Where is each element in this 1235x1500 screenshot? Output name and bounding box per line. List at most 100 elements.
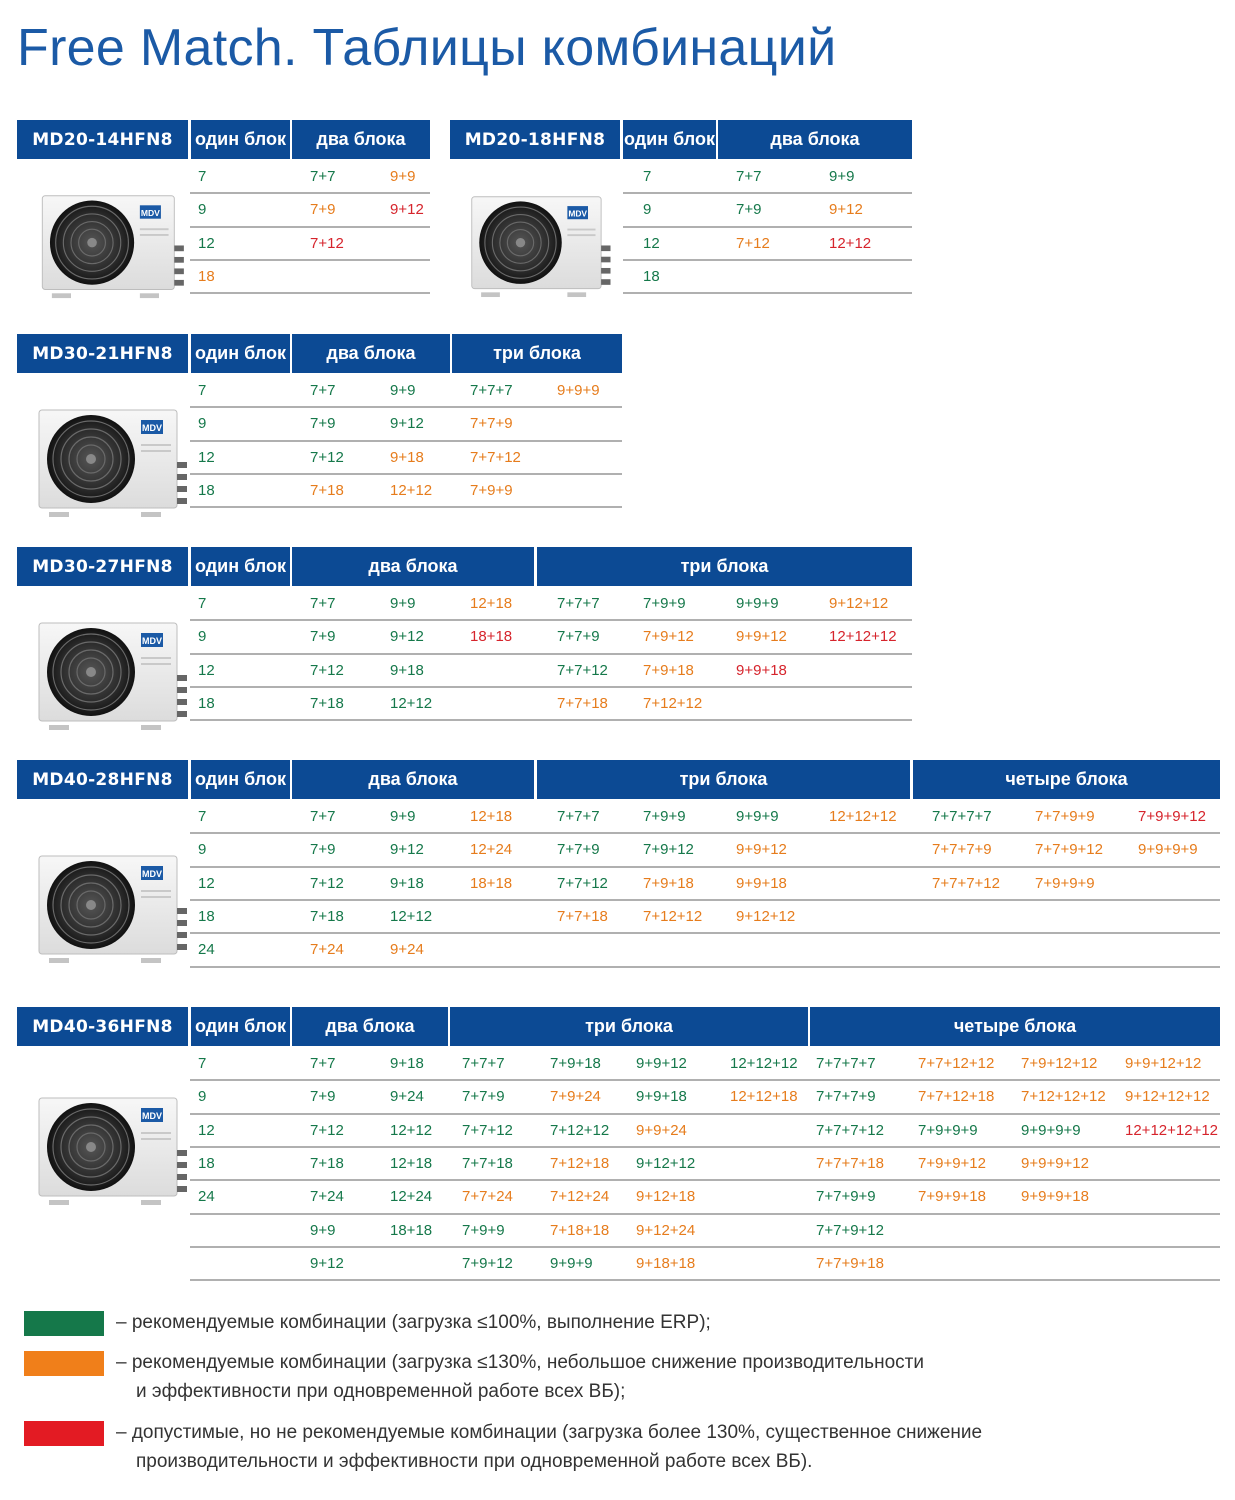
combination-cell: 9+9 [390, 168, 416, 185]
combination-cell: 12 [643, 234, 660, 252]
row-divider [190, 1079, 1220, 1082]
legend-text: производительности и эффективности при о… [136, 1451, 813, 1472]
combination-cell: 7+7+7+12 [816, 1121, 884, 1139]
combination-cell: 12+12 [390, 694, 433, 712]
combination-cell: 9+12 [390, 841, 424, 859]
combination-cell: 9+9+12 [636, 1055, 687, 1072]
combination-cell: 7+9 [310, 1088, 336, 1106]
row-divider [190, 865, 1220, 868]
column-group-header: два блока [718, 120, 912, 159]
combination-cell: 7+7 [310, 808, 336, 825]
column-group-header: два блока [292, 120, 430, 159]
model-header: MD40-36HFN8 [17, 1007, 188, 1046]
combination-cell: 7+7+24 [462, 1188, 513, 1206]
combination-cell: 7+9 [310, 201, 336, 219]
combo-table-md30-21hfn8: MD30-21HFN8 один блок два блока три блока M… [17, 334, 622, 517]
row-divider [623, 258, 912, 261]
combination-cell: 12+24 [390, 1188, 433, 1206]
combination-cell: 7+18 [310, 1154, 344, 1172]
combination-cell: 7+7+7 [470, 382, 513, 399]
combination-cell: 7+12+18 [550, 1154, 610, 1172]
combination-cell: 9+9+9 [736, 808, 779, 825]
legend-text: – допустимые, но не рекомендуемые комбин… [116, 1422, 983, 1443]
combination-cell: 7+7 [310, 1055, 336, 1072]
combination-cell: 7+12+12 [550, 1121, 610, 1139]
combination-cell: 12+12+18 [730, 1088, 798, 1106]
row-divider [190, 685, 912, 688]
combination-cell: 12 [198, 661, 215, 679]
combination-cell: 9+12 [829, 201, 863, 219]
combination-cell: 12 [198, 234, 215, 252]
combination-cell: 12+12 [390, 1121, 433, 1139]
combination-cell: 9+9+9 [557, 382, 600, 399]
column-group-header: один блок [623, 120, 716, 159]
combination-cell: 7+7+12+18 [918, 1088, 995, 1106]
combination-cell: 7+9+9+12 [1138, 808, 1206, 825]
combination-cell: 9+12+12+12 [1125, 1088, 1210, 1106]
combination-cell: 9 [198, 201, 207, 219]
combination-cell: 18 [198, 267, 215, 285]
combination-cell: 18 [198, 907, 215, 925]
combination-cell: 7+12 [310, 661, 344, 679]
column-group-header: четыре блока [810, 1007, 1220, 1046]
combination-cell: 9+9 [390, 382, 416, 399]
combination-cell: 9+12 [390, 201, 424, 219]
combination-cell: 9+9 [310, 1221, 336, 1239]
combination-cell: 12+12 [390, 481, 433, 499]
svg-text:MDV: MDV [142, 423, 162, 433]
combination-cell: 7+18 [310, 694, 344, 712]
combination-cell: 7+7+9 [557, 628, 600, 646]
combination-cell: 12+12+12+12 [1125, 1121, 1219, 1139]
combination-cell: 9 [198, 841, 207, 859]
row-divider [190, 225, 430, 228]
row-divider [190, 932, 1220, 935]
combination-cell: 12 [198, 874, 215, 892]
combo-table-md40-36hfn8: MD40-36HFN8 один блок два блока три блока че… [17, 1007, 1220, 1282]
model-header: MD40-28HFN8 [17, 760, 188, 799]
combination-cell: 7+9+9+18 [918, 1188, 986, 1206]
combination-cell: 7+9+18 [643, 661, 694, 679]
column-group-header: три блока [537, 547, 912, 586]
combination-cell: 9+9+18 [736, 874, 787, 892]
combination-cell: 7+9+12 [643, 841, 694, 859]
combination-cell: 7+7+7+9 [932, 841, 992, 859]
combination-cell: 9 [198, 1088, 207, 1106]
combination-cell: 7+12+12+12 [1021, 1088, 1106, 1106]
combo-table-md30-27hfn8: MD30-27HFN8 один блок два блока три блока M… [17, 547, 912, 730]
column-group-header: один блок [191, 120, 290, 159]
column-group-header: один блок [191, 334, 290, 373]
combination-cell: 7+9+9+9 [918, 1121, 978, 1139]
combination-cell: 7+7+9+9 [1035, 808, 1095, 825]
combination-cell: 7+9+9 [462, 1221, 505, 1239]
combination-cell: 18+18 [470, 628, 513, 646]
combination-cell: 7+24 [310, 941, 344, 959]
combination-cell: 7+12 [310, 1121, 344, 1139]
combination-cell: 9+18+18 [636, 1254, 696, 1272]
column-group-header: четыре блока [913, 760, 1220, 799]
column-group-header: один блок [191, 547, 290, 586]
combination-cell: 7+7+9 [470, 415, 513, 433]
combination-cell: 7+7+9 [462, 1088, 505, 1106]
combination-cell: 7+7+12+12 [918, 1055, 995, 1072]
combination-cell: 7+9+12 [643, 628, 694, 646]
row-divider [190, 619, 912, 622]
row-divider [190, 1145, 1220, 1148]
combination-cell: 7+7+7 [462, 1055, 505, 1072]
outdoor-unit-image: MDV [35, 1092, 195, 1212]
combination-cell: 7+12 [310, 448, 344, 466]
combination-cell: 7 [643, 168, 652, 185]
combination-cell: 7+7+7+9 [816, 1088, 876, 1106]
combination-cell: 12+12+12 [829, 628, 897, 646]
combination-cell: 7+9+9 [470, 481, 513, 499]
combination-cell: 7+9 [310, 415, 336, 433]
legend-swatch [24, 1311, 104, 1336]
combination-cell: 7+7+7+7 [816, 1055, 876, 1072]
combo-table-md40-28hfn8: MD40-28HFN8 один блок два блока три блока че… [17, 760, 1220, 969]
combination-cell: 9+9+9+9 [1138, 841, 1198, 859]
combination-cell: 9+9+9+12 [1021, 1154, 1089, 1172]
legend-text: – рекомендуемые комбинации (загрузка ≤13… [116, 1352, 924, 1373]
combination-cell: 7+9+9 [643, 595, 686, 612]
svg-text:MDV: MDV [142, 869, 162, 879]
combination-cell: 7+9 [736, 201, 762, 219]
combination-cell: 18+18 [390, 1221, 433, 1239]
